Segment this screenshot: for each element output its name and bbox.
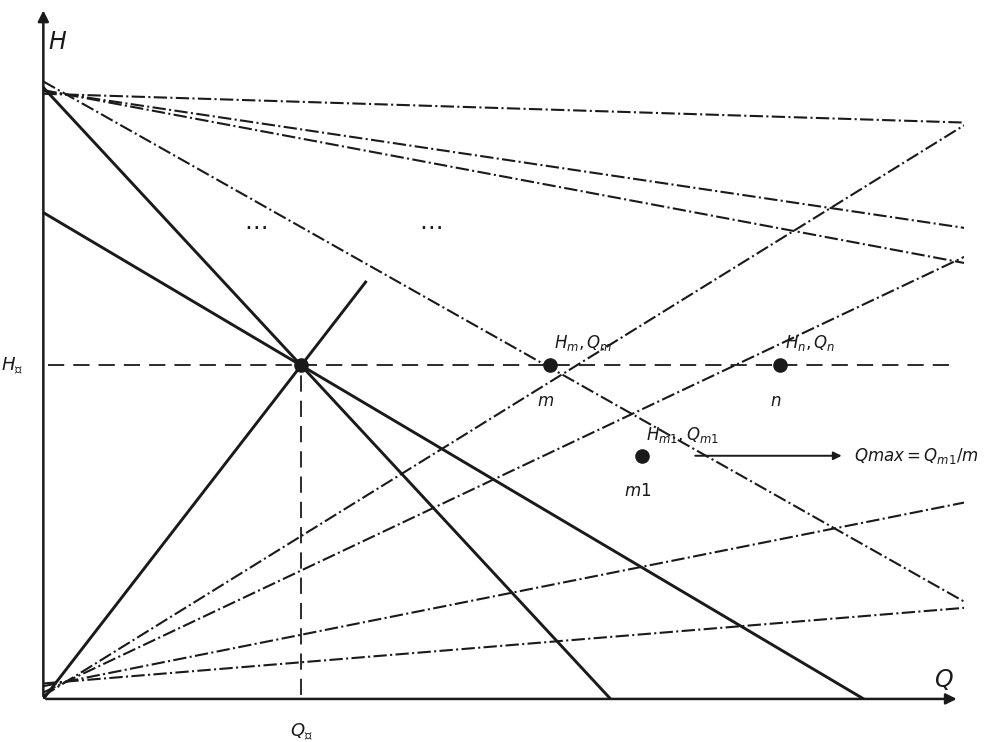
Text: $H$: $H$ <box>48 30 67 54</box>
Point <box>542 360 558 372</box>
Text: $H_n,Q_n$: $H_n,Q_n$ <box>785 333 835 353</box>
Text: $H_{m1},Q_{m1}$: $H_{m1},Q_{m1}$ <box>646 425 720 445</box>
Text: $H_{额}$: $H_{额}$ <box>1 355 23 375</box>
Text: $m$: $m$ <box>537 392 554 410</box>
Point <box>634 450 650 462</box>
Text: $H_m,Q_m$: $H_m,Q_m$ <box>554 333 613 353</box>
Text: $\cdots$: $\cdots$ <box>419 214 442 238</box>
Point <box>293 360 309 372</box>
Text: $\cdots$: $\cdots$ <box>244 214 267 238</box>
Text: $Qmax=Q_{m1}/m$: $Qmax=Q_{m1}/m$ <box>854 446 978 466</box>
Text: $Q$: $Q$ <box>934 667 954 692</box>
Text: $Q_{额}$: $Q_{额}$ <box>290 721 313 742</box>
Text: $n$: $n$ <box>770 392 781 410</box>
Point <box>772 360 788 372</box>
Text: $m1$: $m1$ <box>624 482 651 500</box>
